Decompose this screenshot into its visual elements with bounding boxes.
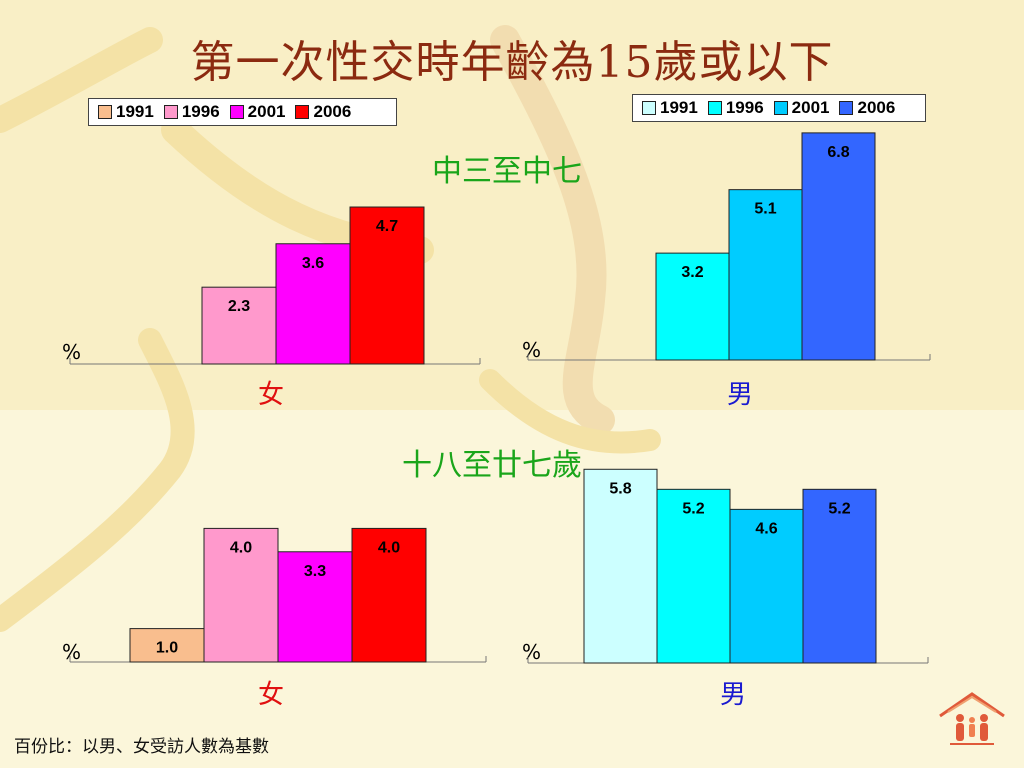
legend-female: 1991 1996 2001 2006 xyxy=(88,98,397,126)
section-title-top: 中三至中七 xyxy=(432,154,582,189)
bar xyxy=(583,468,658,664)
bar-value-label: 1.0 xyxy=(156,640,178,657)
bar-value-label: 2.3 xyxy=(228,298,250,315)
legend-item: 1996 xyxy=(707,98,764,118)
bar xyxy=(655,252,730,361)
legend-label: 2001 xyxy=(247,102,286,121)
bar xyxy=(349,206,425,365)
bar-value-label: 4.6 xyxy=(755,520,777,537)
legend-item: 2006 xyxy=(295,102,351,122)
legend-male: 1991 1996 2001 2006 xyxy=(632,94,926,122)
bar-value-label: 6.8 xyxy=(827,144,849,161)
legend-swatch xyxy=(839,101,854,115)
legend-swatch xyxy=(295,105,310,119)
bar xyxy=(277,551,353,663)
bar xyxy=(728,189,803,361)
bar-value-label: 4.0 xyxy=(230,539,252,556)
legend-item: 1991 xyxy=(642,98,698,118)
legend-label: 2006 xyxy=(313,102,352,121)
legend-item: 2006 xyxy=(839,98,895,118)
legend-label: 2001 xyxy=(791,98,830,117)
bar-value-label: 5.8 xyxy=(609,480,631,497)
legend-swatch xyxy=(773,101,788,115)
bar xyxy=(351,527,427,663)
bar xyxy=(729,508,804,664)
bar-value-label: 3.3 xyxy=(304,563,326,580)
bar xyxy=(201,286,277,365)
legend-swatch xyxy=(163,105,178,119)
legend-swatch xyxy=(229,105,244,119)
bar xyxy=(275,243,351,365)
axis-unit-label: % xyxy=(62,340,82,364)
legend-item: 2001 xyxy=(773,98,830,118)
bar-value-label: 4.0 xyxy=(378,539,400,556)
bar xyxy=(129,628,205,663)
gender-label-female: 女 xyxy=(258,380,285,410)
axis-unit-label: % xyxy=(62,640,82,664)
legend-item: 1991 xyxy=(98,102,154,122)
legend-swatch xyxy=(98,105,112,119)
legend-item: 2001 xyxy=(229,102,286,122)
family-house-logo xyxy=(939,692,1005,745)
bar-value-label: 5.1 xyxy=(754,201,776,218)
page-title: 第一次性交時年齡為15歲或以下 xyxy=(190,37,834,88)
axis-unit-label: % xyxy=(522,338,542,362)
legend-swatch xyxy=(642,101,656,115)
section-title-bottom: 十八至廿七歲 xyxy=(402,448,582,483)
bar xyxy=(802,488,877,664)
bar xyxy=(656,488,731,664)
legend-label: 1991 xyxy=(116,102,154,121)
gender-label-female: 女 xyxy=(258,680,285,710)
gender-label-male: 男 xyxy=(720,680,747,710)
footnote: 百份比：以男、女受訪人數為基數 xyxy=(14,737,269,757)
gender-label-male: 男 xyxy=(727,380,754,410)
bar-value-label: 5.2 xyxy=(828,500,850,517)
legend-label: 2006 xyxy=(857,98,896,117)
bar xyxy=(801,132,876,361)
legend-label: 1996 xyxy=(181,102,220,121)
bar-value-label: 3.6 xyxy=(302,255,324,272)
bar xyxy=(203,527,279,663)
bar-value-label: 4.7 xyxy=(376,218,398,235)
legend-label: 1991 xyxy=(660,98,698,117)
legend-label: 1996 xyxy=(725,98,764,117)
legend-swatch xyxy=(707,101,722,115)
legend-item: 1996 xyxy=(163,102,220,122)
axis-unit-label: % xyxy=(522,640,542,664)
bar-value-label: 3.2 xyxy=(681,264,703,281)
bar-value-label: 5.2 xyxy=(682,500,704,517)
